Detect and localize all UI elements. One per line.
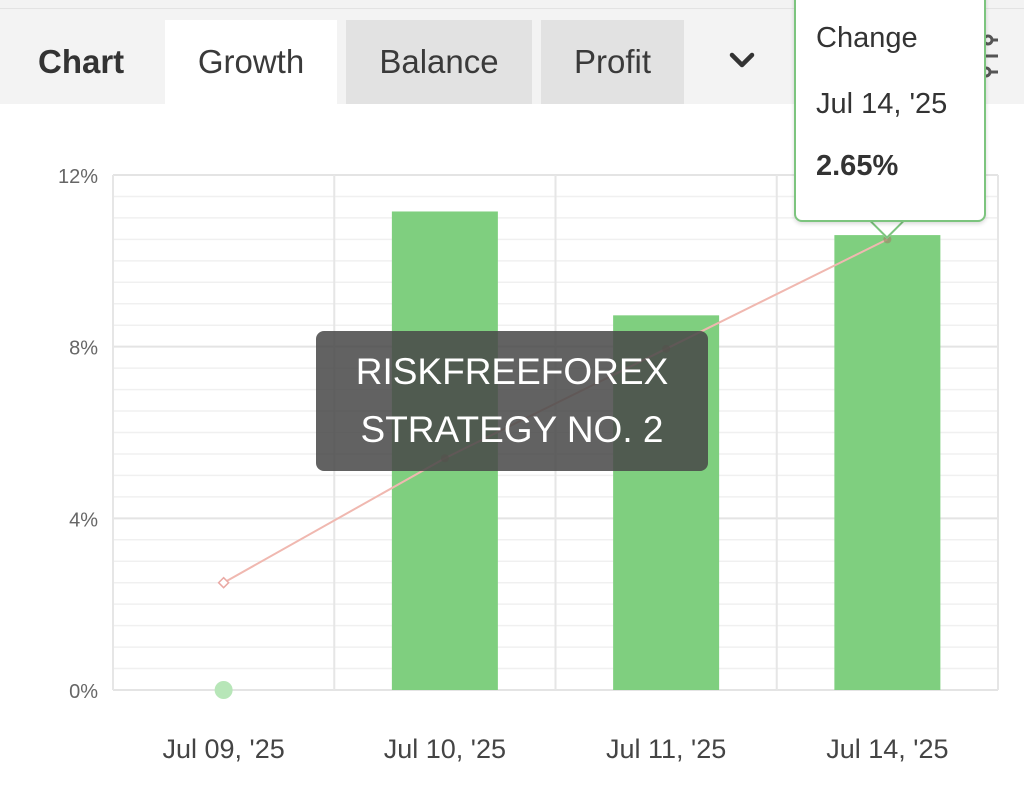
- y-tick-label: 8%: [69, 338, 98, 360]
- watermark-line-2: STRATEGY NO. 2: [360, 409, 664, 450]
- top-divider: [0, 8, 1024, 9]
- tooltip-value: 2.65%: [816, 150, 899, 182]
- tooltip-date: Jul 14, '25: [816, 88, 948, 120]
- x-axis-ticks: Jul 09, '25 Jul 10, '25 Jul 11, '25 Jul 14,…: [163, 734, 949, 764]
- line-point-0: [217, 576, 230, 589]
- x-tick-label: Jul 11, '25: [606, 734, 726, 764]
- watermark-line-1: RISKFREEFOREX: [355, 351, 669, 392]
- tab-balance[interactable]: Balance: [346, 20, 532, 104]
- x-tick-label: Jul 10, '25: [384, 734, 506, 764]
- watermark-overlay: RISKFREEFOREX STRATEGY NO. 2: [316, 331, 708, 471]
- x-tick-label: Jul 14, '25: [826, 734, 948, 764]
- bar-3: [834, 235, 941, 691]
- chevron-down-icon[interactable]: [722, 40, 762, 80]
- chart-tooltip: Change Jul 14, '25 2.65%: [794, 0, 986, 222]
- chart-section-label: Chart: [38, 43, 125, 80]
- y-tick-label: 0%: [69, 681, 98, 703]
- tooltip-label: Change: [816, 22, 918, 54]
- y-tick-label: 12%: [58, 166, 98, 188]
- y-tick-label: 4%: [69, 509, 98, 531]
- x-tick-label: Jul 09, '25: [163, 734, 285, 764]
- tab-profit[interactable]: Profit: [541, 20, 684, 104]
- tab-growth[interactable]: Growth: [165, 20, 337, 104]
- bar-0: [214, 681, 233, 699]
- y-axis-ticks: 0% 4% 8% 12%: [58, 166, 98, 703]
